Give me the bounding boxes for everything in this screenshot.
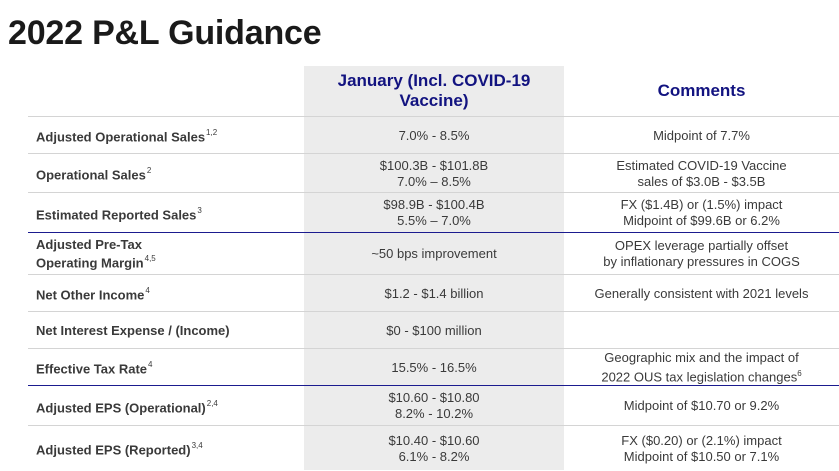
january-value: ~50 bps improvement [371, 246, 497, 261]
row-label: Estimated Reported Sales3 [36, 205, 202, 223]
january-value: $10.60 - $10.80 8.2% - 10.2% [388, 390, 480, 421]
comment-value: Midpoint of 7.7% [653, 127, 750, 143]
comment-value: Geographic mix and the impact of 2022 OUS… [601, 349, 802, 385]
row-label: Net Other Income4 [36, 286, 150, 303]
comment-value: Generally consistent with 2021 levels [594, 285, 809, 301]
table-row: Estimated Reported Sales3 $98.9B - $100.4… [28, 192, 839, 233]
comment-value: FX ($0.20) or (2.1%) impact Midpoint of $… [621, 432, 782, 464]
comment-value: Midpoint of $10.70 or 9.2% [623, 398, 780, 413]
table-row: Operational Sales2 $100.3B - $101.8B 7.0% … [28, 153, 839, 193]
footnote-marker: 3 [197, 205, 202, 215]
footnote-marker: 4 [148, 360, 153, 370]
comment-value: OPEX leverage partially offset by inflati… [603, 238, 800, 269]
footnote-marker: 1,2 [206, 128, 218, 138]
january-value: $10.40 - $10.60 6.1% - 8.2% [388, 432, 480, 464]
footnote-marker: 2 [146, 166, 152, 176]
row-label: Adjusted Pre-Tax Operating Margin4,5 [36, 237, 156, 271]
footnote-marker: 4 [145, 286, 150, 296]
footnote-marker: 2,4 [206, 398, 218, 408]
row-label: Adjusted EPS (Operational)2,4 [36, 398, 218, 416]
row-label: Adjusted EPS (Reported)3,4 [36, 441, 203, 458]
january-value: $100.3B - $101.8B 7.0% – 8.5% [379, 157, 489, 189]
table-row: Adjusted EPS (Reported)3,4 $10.40 - $10.6… [28, 425, 839, 471]
comment-value: FX ($1.4B) or (1.5%) impact Midpoint of $… [620, 197, 783, 228]
footnote-marker: 4,5 [144, 254, 156, 264]
january-value: $0 - $100 million [386, 322, 482, 338]
table-row: Adjusted Pre-Tax Operating Margin4,5 ~50 b… [28, 232, 839, 275]
row-label: Effective Tax Rate4 [36, 360, 153, 377]
table-row: Adjusted EPS (Operational)2,4 $10.60 - $1… [28, 385, 839, 426]
january-column-shade [304, 66, 564, 470]
column-header-january: January (Incl. COVID-19 Vaccine) [337, 71, 531, 110]
january-value: 7.0% - 8.5% [398, 127, 470, 143]
table-row: Net Interest Expense / (Income) $0 - $100… [28, 311, 839, 349]
row-label: Net Interest Expense / (Income) [36, 323, 230, 338]
footnote-marker: 3,4 [191, 441, 203, 451]
footnote-marker: 6 [797, 368, 802, 378]
table-row: Effective Tax Rate4 15.5% - 16.5% Geograph… [28, 348, 839, 386]
table-row: Net Other Income4 $1.2 - $1.4 billion Gene… [28, 274, 839, 312]
column-header-comments: Comments [657, 81, 746, 100]
comment-value [564, 312, 839, 349]
page-title: 2022 P&L Guidance [8, 14, 322, 52]
row-label: Operational Sales2 [36, 166, 152, 183]
january-value: 15.5% - 16.5% [391, 359, 477, 375]
comment-value: Estimated COVID-19 Vaccine sales of $3.0B… [616, 157, 787, 189]
january-value: $98.9B - $100.4B 5.5% – 7.0% [383, 197, 485, 228]
january-value: $1.2 - $1.4 billion [384, 285, 484, 301]
row-label: Adjusted Operational Sales1,2 [36, 128, 218, 145]
table-row: Adjusted Operational Sales1,2 7.0% - 8.5%… [28, 116, 839, 154]
